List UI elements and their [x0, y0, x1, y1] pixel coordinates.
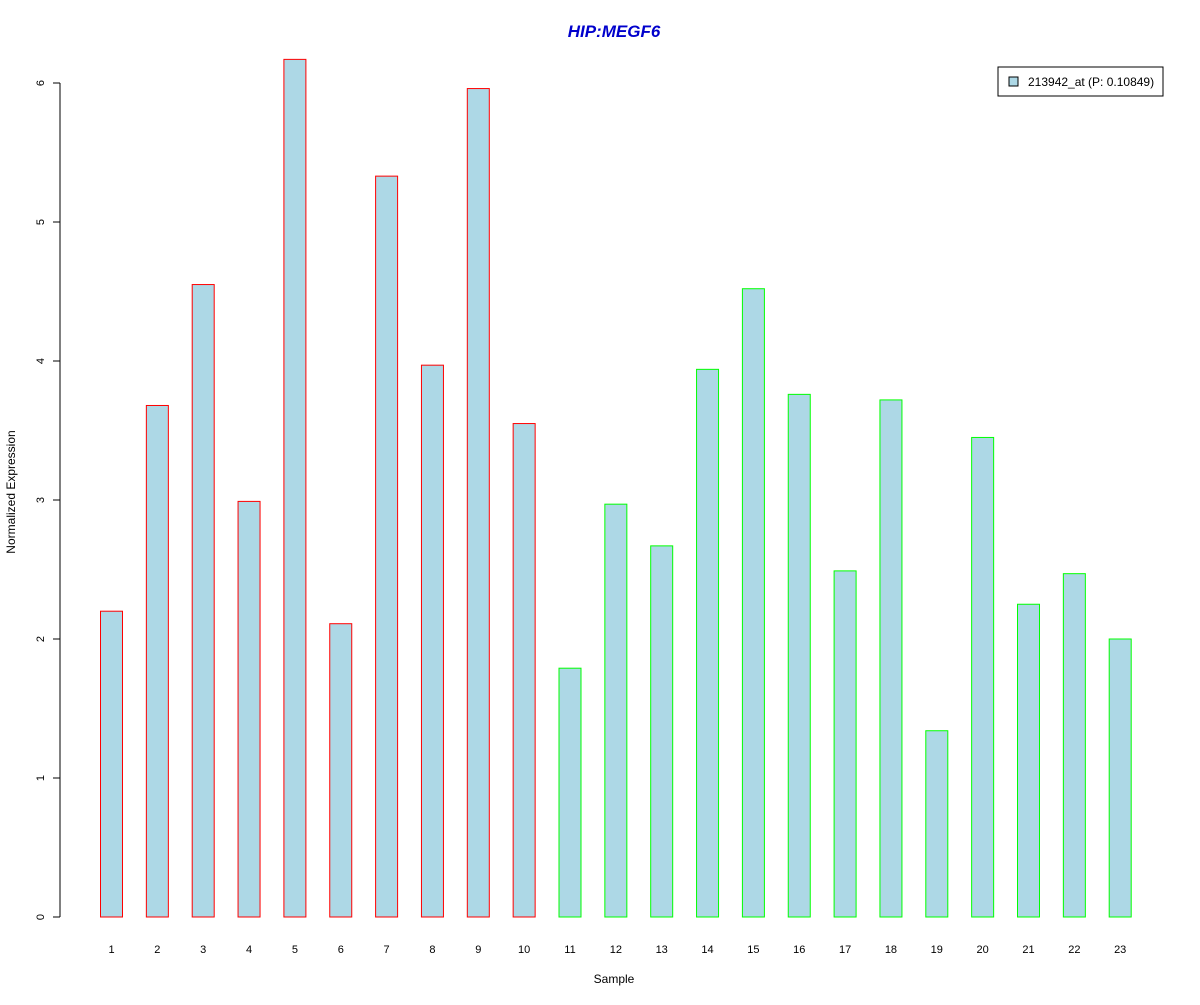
x-tick-label: 7: [384, 944, 390, 956]
y-tick-label: 1: [35, 775, 47, 781]
x-tick-label: 18: [885, 944, 897, 956]
bar-sample-1: [100, 610, 123, 918]
x-tick-label: 6: [338, 944, 344, 956]
bar-sample-16: [787, 393, 811, 918]
x-tick-label: 11: [564, 944, 575, 956]
y-axis: 0 1 2 3 4 5 6: [35, 80, 61, 920]
x-tick-label: 3: [200, 944, 206, 956]
y-tick-label: 6: [35, 80, 47, 86]
y-axis-label: Normalized Expression: [4, 430, 18, 553]
x-tick-label: 4: [246, 944, 252, 956]
bar-sample-23: [1108, 638, 1132, 918]
bar-sample-4: [237, 500, 261, 918]
bar-sample-12: [604, 503, 628, 918]
x-tick-label: 16: [793, 944, 805, 956]
bar-sample-20: [971, 436, 995, 918]
bar-sample-6: [329, 623, 353, 918]
x-tick-label: 19: [931, 944, 943, 956]
bar-sample-5: [283, 58, 307, 918]
y-tick-label: 5: [35, 219, 47, 225]
bar-sample-8: [420, 364, 444, 918]
y-tick-label: 3: [35, 497, 47, 503]
bar-sample-22: [1062, 573, 1086, 918]
x-tick-labels: 1 2 3 4 5 6 7 8 9 10 11 12 13 14 15 16 17 18 19 20 21 22 23: [108, 944, 1126, 956]
bar-sample-2: [145, 404, 169, 918]
x-tick-label: 21: [1022, 944, 1034, 956]
bar-sample-14: [696, 368, 720, 918]
x-tick-label: 14: [701, 944, 713, 956]
x-tick-label: 9: [475, 944, 481, 956]
x-tick-label: 12: [610, 944, 622, 956]
x-axis-label: Sample: [594, 972, 635, 986]
x-tick-label: 20: [977, 944, 989, 956]
bar-sample-7: [375, 175, 399, 918]
y-tick-label: 0: [35, 914, 47, 920]
bar-sample-21: [1017, 603, 1040, 918]
legend-swatch: [1008, 76, 1019, 87]
x-tick-label: 22: [1068, 944, 1080, 956]
x-tick-label: 17: [839, 944, 851, 956]
bar-sample-13: [650, 545, 674, 918]
x-tick-label: 2: [154, 944, 160, 956]
legend-label: 213942_at (P: 0.10849): [1028, 75, 1154, 89]
legend: 213942_at (P: 0.10849): [997, 66, 1164, 97]
x-tick-label: 13: [656, 944, 668, 956]
x-tick-label: 23: [1114, 944, 1126, 956]
y-tick-label: 4: [35, 358, 47, 364]
bar-sample-15: [741, 288, 765, 918]
bar-sample-17: [833, 570, 857, 918]
chart-title: HIP:MEGF6: [568, 22, 661, 41]
bar-sample-19: [925, 730, 949, 918]
bars-group: [100, 58, 1132, 918]
bar-sample-11: [558, 667, 582, 918]
bar-sample-3: [191, 284, 215, 918]
legend-box: [997, 66, 1164, 97]
bar-sample-10: [512, 423, 536, 918]
y-tick-label: 2: [35, 636, 47, 642]
x-tick-label: 5: [292, 944, 298, 956]
bar-sample-9: [466, 88, 490, 918]
x-tick-label: 1: [108, 944, 114, 956]
x-tick-label: 8: [429, 944, 435, 956]
bar-sample-18: [879, 399, 903, 918]
x-tick-label: 15: [747, 944, 759, 956]
x-tick-label: 10: [518, 944, 530, 956]
